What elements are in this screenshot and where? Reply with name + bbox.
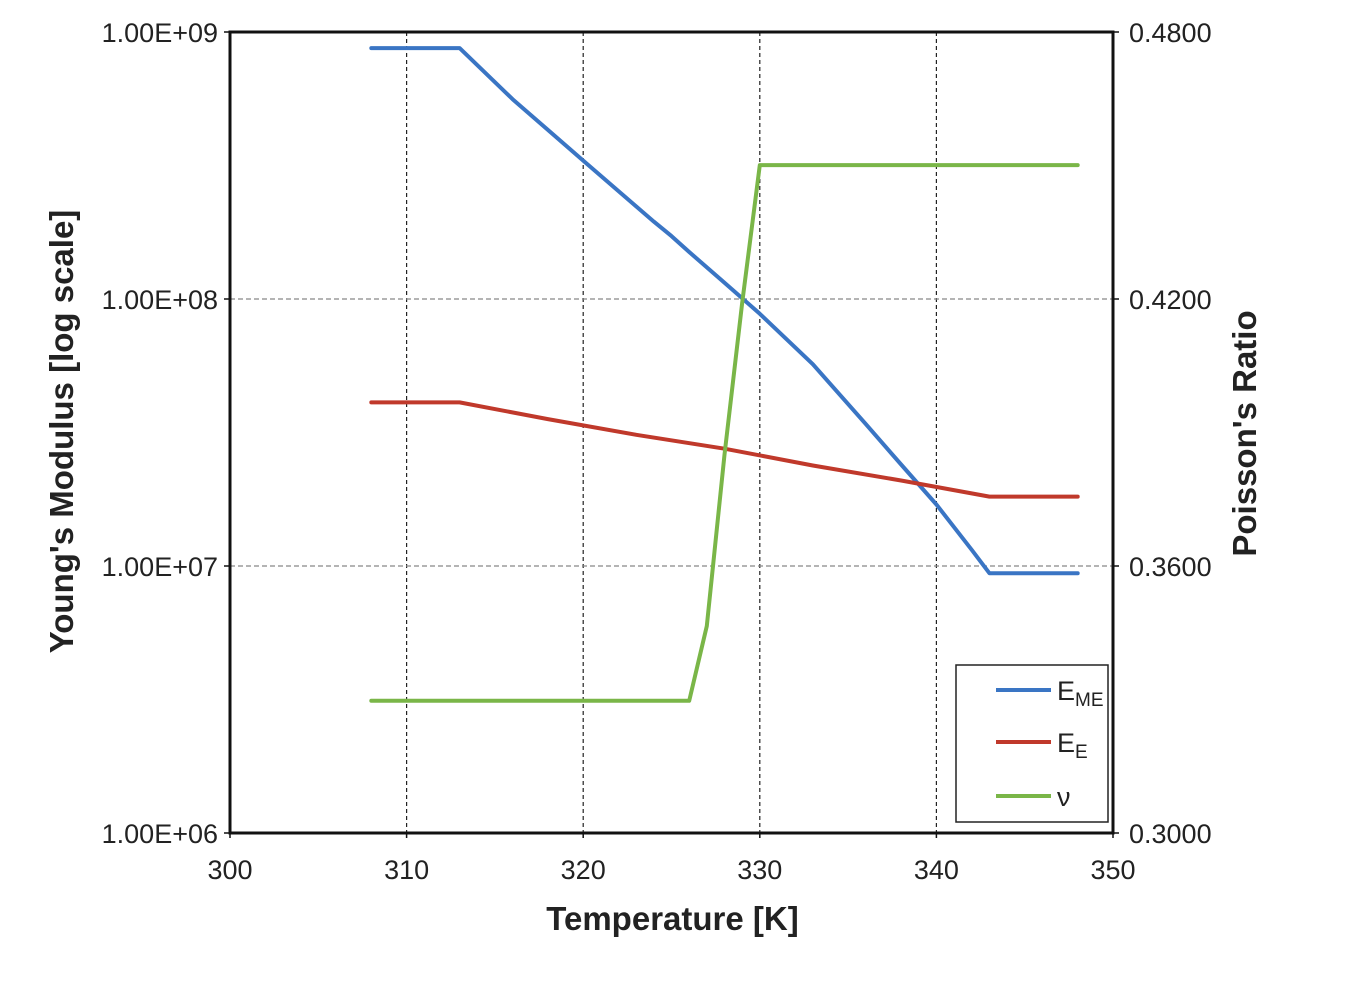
- legend-label: ν: [1057, 782, 1071, 812]
- y-right-tick-label: 0.3600: [1129, 552, 1212, 582]
- legend: EME EE ν: [955, 664, 1109, 823]
- series-lines: [369, 46, 1080, 703]
- y-left-tick-label: 1.00E+06: [102, 819, 218, 849]
- x-axis-title: Temperature [K]: [546, 900, 798, 937]
- y-left-tick-label: 1.00E+07: [102, 552, 218, 582]
- y-left-axis-title: Young's Modulus [log scale]: [43, 210, 80, 654]
- y-right-tick-label: 0.4200: [1129, 285, 1212, 315]
- y-left-tick-label: 1.00E+09: [102, 18, 218, 48]
- x-tick-label: 320: [561, 855, 606, 885]
- tick-labels: 300 310 320 330 340 350 1.00E+06 1.00E+07 1.00E+…: [102, 18, 1212, 885]
- y-left-tick-label: 1.00E+08: [102, 285, 218, 315]
- x-tick-label: 310: [384, 855, 429, 885]
- x-tick-label: 330: [737, 855, 782, 885]
- series-line-nu: [369, 163, 1080, 703]
- legend-label: EE: [1057, 728, 1088, 763]
- tick-marks: [224, 31, 1119, 838]
- x-tick-label: 300: [207, 855, 252, 885]
- plot-frame: [228, 30, 1115, 835]
- y-right-axis-title: Poisson's Ratio: [1226, 310, 1263, 556]
- y-right-tick-label: 0.3000: [1129, 819, 1212, 849]
- x-tick-label: 350: [1090, 855, 1135, 885]
- legend-label: EME: [1057, 676, 1104, 711]
- y-right-tick-label: 0.4800: [1129, 18, 1212, 48]
- x-tick-label: 340: [914, 855, 959, 885]
